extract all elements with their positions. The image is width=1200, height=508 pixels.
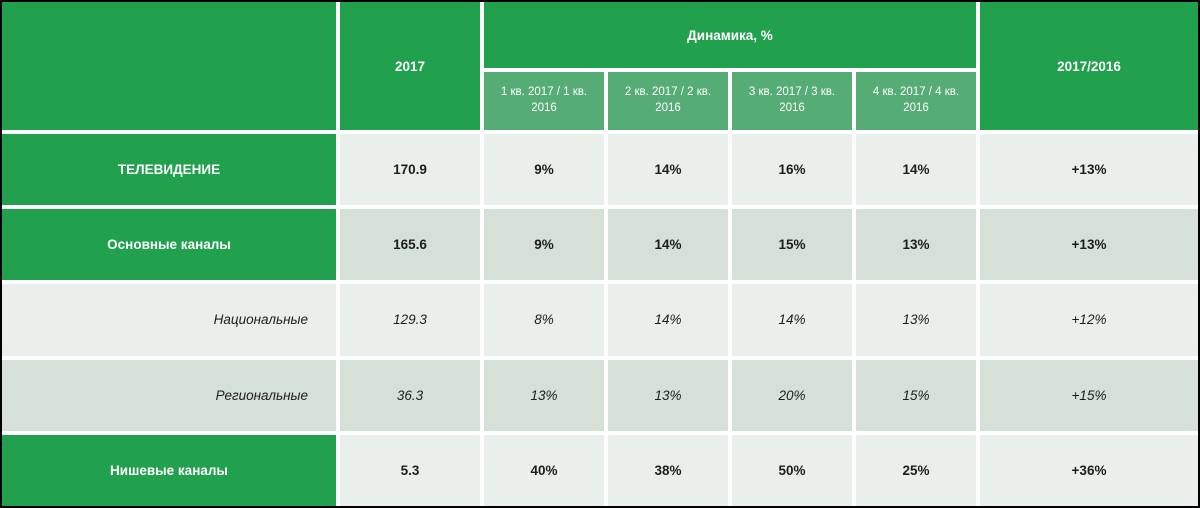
cell-regional-yoy: +15%	[1071, 387, 1107, 403]
row-label-regional-text: Региональные	[215, 387, 308, 403]
row-label-television: ТЕЛЕВИДЕНИЕ	[2, 134, 336, 206]
cell-regional-q1: 13%	[530, 387, 558, 403]
cell-niche-q2: 38%	[608, 434, 728, 506]
cell-main-yoy: +13%	[980, 209, 1198, 281]
cell-national-q3: 14%	[778, 312, 806, 328]
cell-television-q3: 16%	[732, 134, 852, 206]
subheader-q1: 1 кв. 2017 / 1 кв. 2016	[484, 72, 604, 130]
cell-national-q4: 13%	[902, 312, 930, 328]
cell-regional-q3: 20%	[778, 387, 806, 403]
row-label-niche-channels: Нишевые каналы	[2, 434, 336, 506]
cell-television-2017: 170.9	[340, 134, 480, 206]
cell-regional-2017: 36.3	[396, 387, 424, 403]
header-dynamics-title: Динамика, %	[484, 2, 976, 68]
header-yoy-2017-2016: 2017/2016	[980, 2, 1198, 130]
cell-television-q2: 14%	[608, 134, 728, 206]
cell-regional-q2: 13%	[654, 387, 682, 403]
cell-niche-q1: 40%	[484, 434, 604, 506]
cell-niche-2017: 5.3	[340, 434, 480, 506]
header-year-2017: 2017	[340, 2, 480, 130]
cell-national-q2: 14%	[654, 312, 682, 328]
row-label-regional: Региональные	[2, 359, 336, 431]
cell-national-q1: 8%	[534, 312, 554, 328]
cell-main-2017: 165.6	[340, 209, 480, 281]
cell-national-yoy: +12%	[1071, 312, 1107, 328]
subheader-q2: 2 кв. 2017 / 2 кв. 2016	[608, 72, 728, 130]
row-label-national-text: Национальные	[213, 312, 308, 328]
cell-main-q4: 13%	[856, 209, 976, 281]
cell-niche-yoy: +36%	[980, 434, 1198, 506]
cell-regional-q4: 15%	[902, 387, 930, 403]
cell-television-yoy: +13%	[980, 134, 1198, 206]
cell-national-2017: 129.3	[393, 312, 427, 328]
subheader-q4: 4 кв. 2017 / 4 кв. 2016	[856, 72, 976, 130]
cell-main-q2: 14%	[608, 209, 728, 281]
cell-television-q1: 9%	[484, 134, 604, 206]
cell-main-q3: 15%	[732, 209, 852, 281]
cell-niche-q4: 25%	[856, 434, 976, 506]
row-label-main-channels: Основные каналы	[2, 209, 336, 281]
cell-television-q4: 14%	[856, 134, 976, 206]
row-label-national: Национальные	[2, 284, 336, 356]
cell-niche-q3: 50%	[732, 434, 852, 506]
cell-main-q1: 9%	[484, 209, 604, 281]
subheader-q3: 3 кв. 2017 / 3 кв. 2016	[732, 72, 852, 130]
header-corner-cell	[2, 2, 336, 130]
